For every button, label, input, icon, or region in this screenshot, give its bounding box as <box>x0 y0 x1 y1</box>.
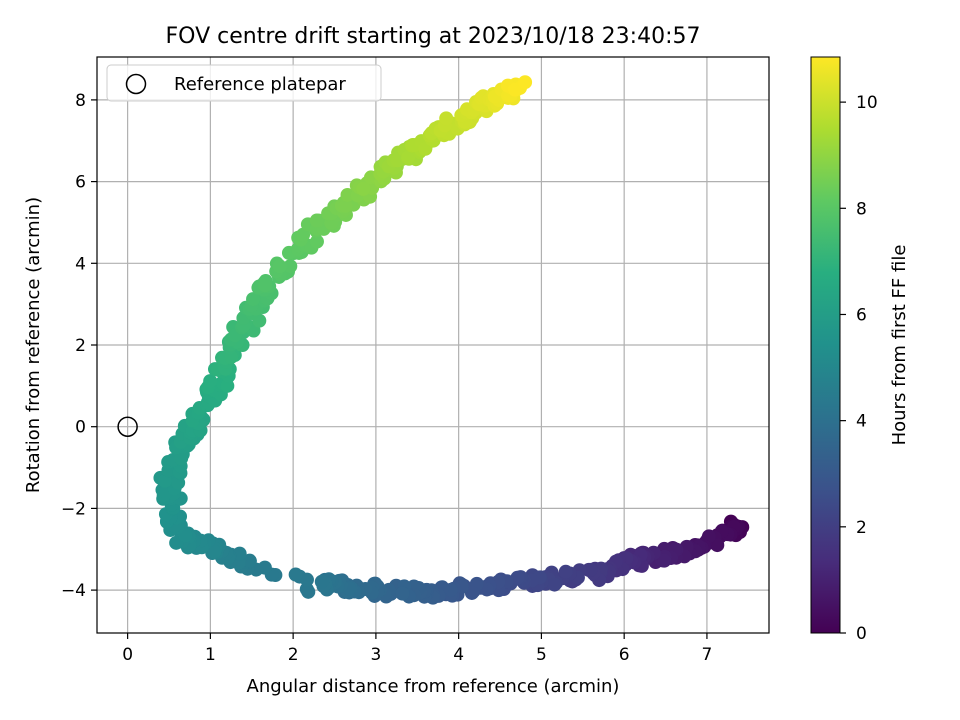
x-tick-label: 3 <box>370 645 381 665</box>
legend-box <box>106 64 382 102</box>
scatter-point <box>439 111 454 126</box>
x-tick-label: 1 <box>205 645 216 665</box>
reference-platepar-marker <box>117 416 138 437</box>
x-tick-label: 5 <box>536 645 547 665</box>
scatter-point <box>309 234 324 249</box>
scatter-point <box>356 181 371 196</box>
y-axis: −4 −2 0 2 4 6 8 <box>61 91 97 601</box>
chart-title: FOV centre drift starting at 2023/10/18 … <box>166 24 701 49</box>
scatter-point <box>518 75 533 90</box>
x-tick-label: 2 <box>288 645 299 665</box>
colorbar-label: Hours from first FF file <box>889 245 910 446</box>
scatter-point <box>301 584 316 599</box>
y-tick-label: 8 <box>75 91 86 111</box>
reference-marker-layer <box>117 416 138 437</box>
scatter-point <box>296 227 311 242</box>
y-axis-label: Rotation from reference (arcmin) <box>23 197 44 493</box>
scatter-point <box>157 473 172 488</box>
scatter-point <box>309 213 324 228</box>
scatter-point <box>314 574 329 589</box>
x-tick-label: 6 <box>619 645 630 665</box>
scatter-point <box>710 538 725 553</box>
x-tick-label: 4 <box>453 645 464 665</box>
scatter-point <box>288 567 303 582</box>
x-tick-label: 0 <box>122 645 133 665</box>
scatter-point <box>510 570 525 585</box>
y-tick-label: 2 <box>75 336 86 356</box>
colorbar-tick-label: 0 <box>856 624 867 644</box>
colorbar-tick-label: 6 <box>856 305 867 325</box>
scatter-point <box>283 259 298 274</box>
scatter-point <box>338 198 353 213</box>
colorbar-tick-label: 2 <box>856 518 867 538</box>
x-tick-label: 7 <box>702 645 713 665</box>
grid <box>97 57 769 633</box>
scatter-point <box>258 278 273 293</box>
x-axis: 0 1 2 3 4 5 6 7 <box>122 633 712 665</box>
colorbar <box>810 56 841 634</box>
scatter-point <box>203 374 218 389</box>
y-tick-label: 4 <box>75 254 86 274</box>
colorbar-tick-label: 4 <box>856 412 867 432</box>
legend-marker <box>125 73 147 95</box>
legend-label: Reference platepar <box>174 74 346 95</box>
scatter-point <box>340 187 355 202</box>
scatter-point <box>401 150 416 165</box>
scatter-point <box>246 292 261 307</box>
colorbar-tick-label: 10 <box>856 93 878 113</box>
legend: Reference platepar <box>106 64 382 102</box>
y-tick-label: 0 <box>75 418 86 438</box>
scatter-point <box>390 153 405 168</box>
colorbar-axis: 0 2 4 6 8 10 <box>840 93 878 644</box>
scatter-point <box>174 451 189 466</box>
colorbar-tick-label: 8 <box>856 199 867 219</box>
y-tick-label: −2 <box>61 499 86 519</box>
y-tick-label: 6 <box>75 173 86 193</box>
scatter-point <box>657 553 672 568</box>
scatter-point <box>207 544 222 559</box>
x-axis-label: Angular distance from reference (arcmin) <box>247 676 620 697</box>
scatter-point <box>558 564 573 579</box>
scatter-point <box>272 259 287 274</box>
scatter-point <box>507 82 522 97</box>
data-points <box>153 75 750 605</box>
y-tick-label: −4 <box>61 581 86 601</box>
scatter-point <box>547 577 562 592</box>
scatter-point <box>395 586 410 601</box>
scatter-point <box>583 562 598 577</box>
